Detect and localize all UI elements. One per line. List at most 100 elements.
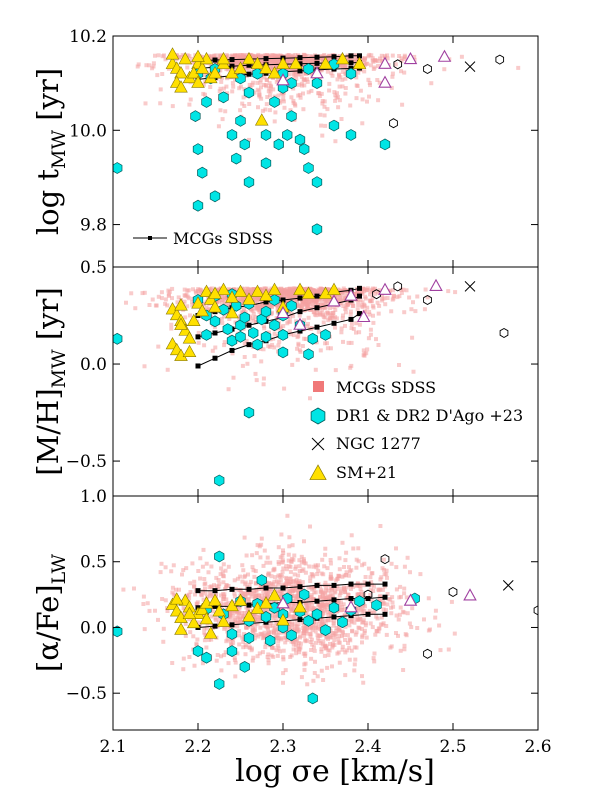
sdss-point — [159, 296, 164, 301]
sdss-point — [334, 628, 339, 633]
sdss-point — [340, 647, 345, 652]
sdss-point — [367, 94, 371, 99]
sdss-point — [385, 575, 389, 580]
sdss-point — [215, 59, 220, 64]
sdss-point — [220, 320, 225, 325]
sdss-point — [266, 581, 271, 586]
sdss-point — [326, 588, 331, 593]
sdss-point — [294, 624, 299, 629]
sdss-trend-point — [331, 320, 337, 326]
dago-point — [354, 595, 365, 608]
sdss-point — [247, 82, 252, 87]
sm21-point — [199, 611, 214, 625]
sdss-point — [396, 617, 401, 622]
sdss-point — [422, 617, 426, 622]
sdss-point — [341, 630, 345, 635]
sdss-point — [330, 664, 334, 669]
sdss-point — [276, 589, 280, 594]
sdss-point — [231, 84, 236, 89]
sdss-point — [268, 89, 273, 94]
legend: MCGs SDSS DR1 & DR2 D'Ago +23 NGC 1277 S… — [309, 378, 523, 482]
sdss-point — [187, 592, 192, 597]
y-tick-label: 0.0 — [80, 355, 107, 375]
sdss-point — [301, 567, 306, 572]
sdss-point — [319, 668, 324, 673]
x-tick-label: 2.6 — [524, 737, 551, 757]
sdss-point — [280, 569, 285, 574]
sm21-outlier-point — [293, 317, 307, 330]
sdss-point — [340, 70, 345, 74]
sdss-point — [348, 638, 353, 643]
sdss-point — [398, 584, 403, 589]
sdss-point — [394, 631, 398, 635]
sdss-point — [337, 84, 342, 89]
sdss-point — [339, 326, 344, 331]
sdss-point — [293, 53, 298, 57]
sdss-point — [296, 82, 301, 87]
sm21-point — [254, 113, 269, 126]
sdss-point — [323, 123, 328, 128]
sdss-point — [295, 346, 300, 351]
sdss-point — [297, 650, 301, 655]
sdss-point — [283, 640, 288, 645]
sdss-point — [238, 54, 243, 59]
sdss-point — [299, 58, 304, 63]
sdss-point — [280, 291, 285, 295]
dago-point — [222, 323, 233, 336]
sm21-point — [212, 604, 227, 617]
legend-marker-dago — [310, 407, 326, 425]
sdss-point — [290, 362, 295, 367]
sdss-point — [317, 305, 322, 310]
sdss-trend-point — [246, 602, 252, 608]
sdss-point — [363, 604, 367, 609]
sdss-point — [354, 330, 358, 335]
sdss-point — [291, 615, 296, 620]
dago-point — [243, 406, 255, 419]
sdss-point — [185, 65, 190, 70]
panel-alpha: 1.00.50.0−0.5[α/Fe]LW — [31, 487, 539, 731]
sdss-point — [326, 58, 331, 63]
sdss-point — [250, 316, 255, 321]
sdss-point — [321, 678, 326, 682]
sdss-point — [276, 646, 281, 651]
sdss-point — [206, 637, 211, 642]
sdss-point — [265, 60, 269, 65]
sdss-point — [290, 598, 295, 603]
sdss-point — [375, 59, 380, 64]
sdss-point — [282, 105, 287, 110]
sdss-point — [371, 656, 376, 661]
sm21-outlier-point — [344, 600, 358, 613]
sdss-point — [145, 601, 150, 606]
sdss-point — [243, 595, 248, 600]
sdss-point — [169, 569, 174, 574]
sdss-point — [296, 593, 301, 598]
sdss-point — [357, 322, 362, 327]
sdss-point — [249, 594, 254, 599]
sdss-point — [311, 597, 316, 602]
sdss-point — [254, 588, 259, 593]
sdss-trend-point — [212, 330, 218, 336]
sdss-point — [291, 647, 296, 652]
sdss-point — [280, 582, 285, 587]
sdss-point — [279, 293, 284, 298]
sdss-point — [276, 343, 281, 348]
sdss-point — [227, 317, 232, 321]
sdss-point — [362, 289, 367, 294]
sdss-point — [300, 344, 305, 348]
y-tick-label: 1.0 — [80, 487, 107, 507]
sdss-point — [354, 321, 359, 326]
open-hex-point — [389, 118, 398, 129]
sdss-point — [170, 104, 175, 109]
sdss-point — [236, 588, 241, 593]
sdss-point — [399, 69, 403, 74]
sdss-point — [228, 639, 233, 644]
sdss-point — [337, 633, 342, 638]
sdss-point — [369, 598, 374, 603]
sdss-point — [272, 331, 277, 336]
dago-point — [113, 162, 123, 174]
sdss-point — [240, 363, 245, 368]
sdss-point — [221, 574, 226, 579]
sdss-point — [391, 296, 396, 301]
sdss-point — [174, 587, 178, 592]
sdss-point — [359, 590, 364, 595]
